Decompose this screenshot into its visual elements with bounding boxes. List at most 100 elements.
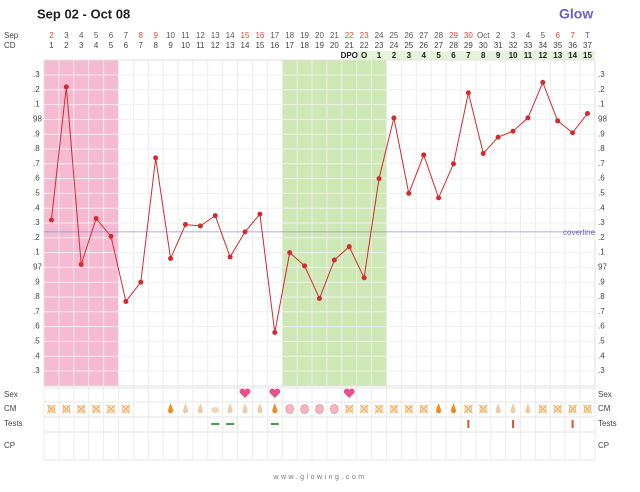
cm-dry [122, 405, 130, 413]
row-label: Tests [4, 419, 23, 428]
date-label: 5 [94, 31, 99, 40]
test-negative [270, 423, 279, 425]
cd-label: 24 [389, 41, 398, 50]
row-label: CP [4, 441, 15, 450]
cm-dry-cross [61, 404, 71, 414]
cd-label: 17 [285, 41, 294, 50]
cm-dry [47, 405, 56, 413]
date-label: 29 [449, 31, 458, 40]
date-label: 26 [404, 31, 413, 40]
date-label: 19 [300, 31, 309, 40]
cm-dry-cross [419, 404, 429, 414]
date-label: 22 [345, 31, 354, 40]
temperature-point [570, 130, 576, 136]
temperature-point [555, 118, 561, 124]
temperature-point [63, 84, 69, 90]
date-label: 7 [570, 31, 575, 40]
cm-dry-cross [344, 404, 354, 414]
date-label: T [585, 31, 590, 40]
temperature-point [78, 261, 84, 267]
date-label: 5 [541, 31, 546, 40]
date-label: 17 [270, 31, 279, 40]
cd-label: 3 [79, 41, 84, 50]
cm-dry-cross [91, 404, 101, 414]
y-tick-label: .7 [33, 307, 40, 316]
cm-dry [539, 405, 547, 413]
cm-drop [272, 403, 278, 414]
y-tick-label: .2 [33, 85, 40, 94]
cd-label: 30 [479, 41, 488, 50]
test-negative [226, 423, 235, 425]
cm-dry-cross [374, 404, 384, 414]
dpo-band [356, 51, 595, 60]
temperature-point [287, 250, 293, 256]
date-label: 4 [79, 31, 84, 40]
dpo-value: 5 [436, 51, 441, 60]
y-tick-label: .6 [33, 322, 40, 331]
temperature-point [584, 110, 590, 116]
temperature-point [331, 257, 337, 263]
cd-label: 6 [124, 41, 129, 50]
dpo-value: 3 [407, 51, 412, 60]
temperature-point [495, 134, 501, 140]
y-tick-label-right: .3 [598, 218, 605, 227]
y-tick-label-right: .2 [598, 85, 605, 94]
heart-icon [269, 388, 281, 398]
cm-drop [242, 403, 248, 414]
cm-dry-cross [46, 404, 56, 414]
cm-dry-cross [582, 404, 592, 414]
y-tick-label-right: .3 [598, 366, 605, 375]
dpo-value: 15 [583, 51, 592, 60]
y-tick-label: .3 [33, 218, 40, 227]
date-label: 9 [153, 31, 158, 40]
cd-label: 16 [270, 41, 279, 50]
cm-creamy [211, 407, 220, 413]
y-tick-label: 97 [33, 263, 42, 272]
cd-label: 25 [404, 41, 413, 50]
y-tick-label: .7 [33, 159, 40, 168]
dpo-value: 6 [451, 51, 456, 60]
row-label-right: CM [598, 404, 611, 413]
cm-dry-cross [121, 404, 131, 414]
dpo-value: 2 [392, 51, 397, 60]
cm-dry [92, 405, 100, 413]
cm-drop [167, 403, 174, 414]
cd-label: 33 [523, 41, 532, 50]
cm-egg [330, 404, 339, 414]
cd-label: 2 [64, 41, 69, 50]
row-label: Sex [4, 390, 18, 399]
date-label: 2 [496, 31, 501, 40]
y-tick-label: .2 [33, 233, 40, 242]
temperature-point [540, 79, 546, 85]
temperature-point [361, 275, 367, 281]
dpo-value: 7 [466, 51, 471, 60]
cd-label: 10 [181, 41, 190, 50]
date-label: 6 [109, 31, 114, 40]
cm-drop [197, 403, 203, 414]
date-label: 11 [181, 31, 190, 40]
cm-drop [510, 403, 516, 414]
temperature-point [153, 155, 159, 161]
cd-label: 32 [509, 41, 518, 50]
month-label: Sep [4, 31, 19, 40]
y-tick-label-right: 98 [598, 115, 607, 124]
cm-dry-cross [76, 404, 86, 414]
y-tick-label: .9 [33, 277, 40, 286]
temperature-point [138, 279, 144, 285]
dpo-value: 10 [509, 51, 518, 60]
y-tick-label: .4 [33, 351, 40, 360]
cd-label: 36 [568, 41, 577, 50]
y-tick-label: .3 [33, 366, 40, 375]
y-tick-label: .1 [33, 248, 40, 257]
y-tick-label-right: .5 [598, 337, 605, 346]
temperature-point [257, 211, 263, 217]
cm-dry [568, 405, 577, 413]
date-label: 25 [389, 31, 398, 40]
cm-drop [227, 403, 233, 414]
cd-label: 8 [153, 41, 158, 50]
cm-dry-cross [463, 404, 473, 414]
test-positive [571, 420, 574, 428]
test-positive [512, 420, 515, 428]
cm-drop [435, 403, 442, 414]
date-label: 18 [285, 31, 294, 40]
